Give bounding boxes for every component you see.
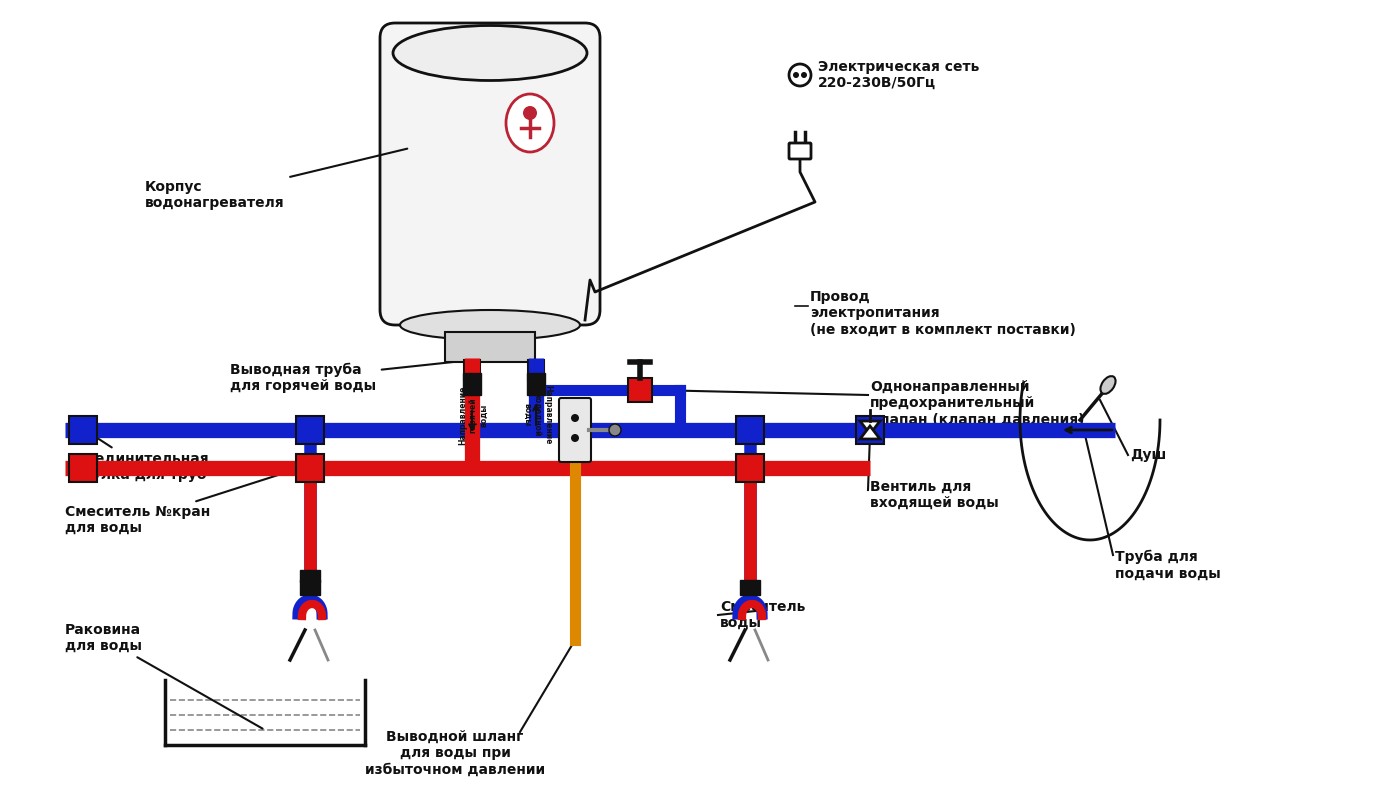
Ellipse shape — [1100, 376, 1116, 394]
FancyBboxPatch shape — [446, 332, 536, 362]
Circle shape — [801, 72, 807, 78]
Circle shape — [572, 434, 579, 442]
FancyBboxPatch shape — [381, 23, 601, 325]
Text: Провод
электропитания
(не входит в комплект поставки): Провод электропитания (не входит в компл… — [810, 290, 1075, 336]
Polygon shape — [859, 426, 880, 439]
Circle shape — [572, 414, 579, 422]
FancyBboxPatch shape — [464, 360, 480, 380]
FancyBboxPatch shape — [855, 416, 884, 444]
FancyBboxPatch shape — [296, 416, 324, 444]
Text: Соединительная
втулка для труб: Соединительная втулка для труб — [75, 431, 209, 482]
Text: Вентиль для
входящей воды: Вентиль для входящей воды — [871, 480, 999, 510]
FancyBboxPatch shape — [559, 398, 591, 462]
Ellipse shape — [400, 310, 580, 340]
Circle shape — [789, 64, 811, 86]
FancyBboxPatch shape — [628, 378, 652, 402]
FancyBboxPatch shape — [529, 360, 544, 380]
Text: Раковина
для воды: Раковина для воды — [65, 623, 263, 729]
FancyBboxPatch shape — [736, 454, 764, 482]
Text: Труба для
подачи воды: Труба для подачи воды — [1116, 550, 1221, 581]
Text: Электрическая сеть
220-230В/50Гц: Электрическая сеть 220-230В/50Гц — [818, 60, 980, 90]
Text: Выводной шланг
для воды при
избыточном давлении: Выводной шланг для воды при избыточном д… — [365, 730, 545, 776]
FancyBboxPatch shape — [736, 416, 764, 444]
FancyBboxPatch shape — [300, 580, 320, 595]
FancyBboxPatch shape — [296, 454, 324, 482]
Circle shape — [609, 424, 621, 436]
FancyBboxPatch shape — [69, 416, 97, 444]
Text: Направление
холодной
воды: Направление холодной воды — [522, 386, 552, 445]
FancyBboxPatch shape — [740, 580, 760, 595]
Text: Направление
горячей
воды: Направление горячей воды — [458, 386, 489, 445]
FancyBboxPatch shape — [300, 570, 320, 582]
Text: Однонаправленный
предохранительный
клапан (клапан давления): Однонаправленный предохранительный клапа… — [871, 380, 1085, 426]
Ellipse shape — [507, 94, 554, 152]
Polygon shape — [859, 421, 880, 434]
Text: Выводная труба
для горячей воды: Выводная труба для горячей воды — [230, 360, 469, 394]
Text: Душ: Душ — [1129, 448, 1167, 462]
FancyBboxPatch shape — [789, 143, 811, 159]
Text: Корпус
водонагревателя: Корпус водонагревателя — [145, 149, 407, 210]
FancyBboxPatch shape — [527, 373, 545, 395]
Ellipse shape — [393, 26, 587, 81]
FancyBboxPatch shape — [464, 373, 482, 395]
FancyBboxPatch shape — [69, 454, 97, 482]
Text: Смеситель
воды: Смеситель воды — [720, 600, 805, 630]
Circle shape — [793, 72, 799, 78]
Text: Смеситель №кран
для воды: Смеситель №кран для воды — [65, 469, 298, 535]
Circle shape — [523, 106, 537, 120]
